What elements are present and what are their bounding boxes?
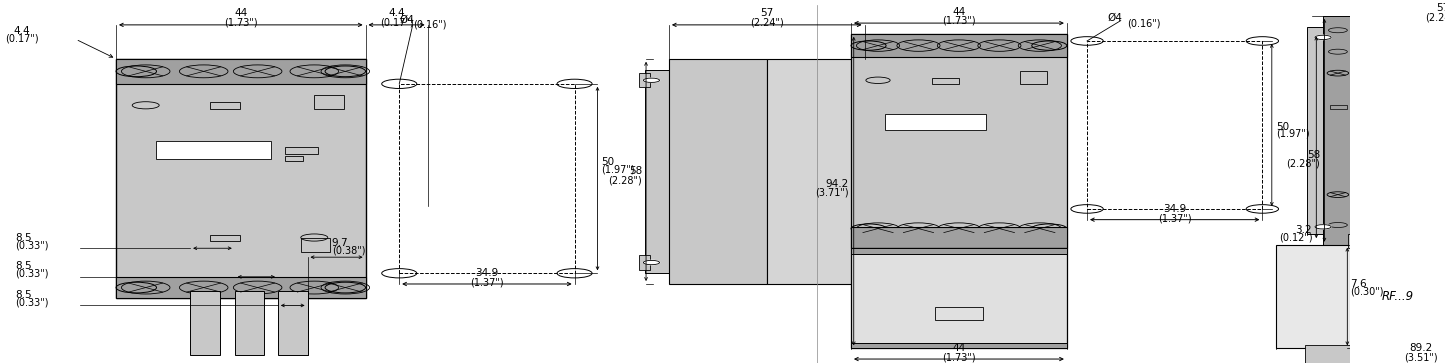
Bar xyxy=(1348,234,1412,248)
Text: (0.12"): (0.12") xyxy=(1279,233,1312,242)
Text: (2.28"): (2.28") xyxy=(608,175,642,185)
Text: (1.97"): (1.97") xyxy=(1276,129,1309,139)
Circle shape xyxy=(1315,225,1331,229)
Bar xyxy=(211,235,240,241)
Bar xyxy=(1324,16,1353,245)
Bar xyxy=(851,227,1066,248)
Text: 89.2: 89.2 xyxy=(1409,343,1432,353)
Text: 58: 58 xyxy=(1308,150,1321,160)
Bar xyxy=(211,102,240,109)
Text: (0.17"): (0.17") xyxy=(380,18,413,28)
Bar xyxy=(639,73,650,87)
Bar xyxy=(864,187,879,205)
Text: 34.9: 34.9 xyxy=(475,268,499,278)
Text: (3.71"): (3.71") xyxy=(815,187,848,198)
Bar xyxy=(1087,41,1263,209)
Bar xyxy=(851,343,1066,348)
Bar xyxy=(191,291,220,356)
Text: (0.38"): (0.38") xyxy=(332,245,366,256)
Bar xyxy=(1353,16,1442,245)
Text: 34.9: 34.9 xyxy=(1163,204,1186,214)
Text: (0.33"): (0.33") xyxy=(14,297,48,307)
Text: 50: 50 xyxy=(601,158,614,167)
Bar xyxy=(314,95,344,109)
Text: 9.7: 9.7 xyxy=(332,238,348,248)
Bar xyxy=(767,59,864,284)
Bar xyxy=(1420,345,1445,363)
Text: Ø4: Ø4 xyxy=(1107,13,1123,23)
Text: 58: 58 xyxy=(629,166,642,177)
Circle shape xyxy=(643,78,659,82)
Text: (0.33"): (0.33") xyxy=(14,269,48,278)
Text: (2.24"): (2.24") xyxy=(750,18,783,28)
Text: 8.5: 8.5 xyxy=(14,261,32,272)
Text: (1.73"): (1.73") xyxy=(942,353,975,363)
Text: 50: 50 xyxy=(1276,122,1289,132)
Bar xyxy=(285,147,318,154)
Text: 8.5: 8.5 xyxy=(14,233,32,243)
Bar xyxy=(639,256,650,270)
Bar xyxy=(851,248,1066,348)
Bar xyxy=(399,84,575,273)
Bar xyxy=(851,248,1066,254)
Bar xyxy=(156,141,272,159)
Text: (0.30"): (0.30") xyxy=(1350,286,1383,296)
Text: (0.16"): (0.16") xyxy=(1127,18,1160,28)
Bar xyxy=(277,291,308,356)
Text: (0.17"): (0.17") xyxy=(4,34,39,44)
Text: (2.24"): (2.24") xyxy=(1426,12,1445,22)
Text: (1.37"): (1.37") xyxy=(1157,213,1192,223)
Bar xyxy=(935,307,983,320)
Bar xyxy=(1442,16,1445,245)
Bar xyxy=(1276,245,1445,348)
Text: 7.6: 7.6 xyxy=(1350,279,1367,289)
Bar xyxy=(116,59,366,298)
Text: 3.2: 3.2 xyxy=(1296,225,1312,236)
Text: (3.51"): (3.51") xyxy=(1405,353,1438,363)
Bar xyxy=(1329,104,1347,109)
Circle shape xyxy=(643,260,659,265)
Bar xyxy=(851,34,1066,248)
Text: 94.2: 94.2 xyxy=(825,179,848,189)
Bar xyxy=(932,78,959,84)
Text: 4.4: 4.4 xyxy=(13,25,30,36)
Text: (0.33"): (0.33") xyxy=(14,240,48,250)
Bar xyxy=(1306,27,1327,234)
Text: 44: 44 xyxy=(952,343,965,353)
Text: Ø4: Ø4 xyxy=(399,15,415,24)
Circle shape xyxy=(1315,35,1331,40)
Bar xyxy=(116,59,366,84)
Text: (0.16"): (0.16") xyxy=(413,20,447,30)
Bar xyxy=(301,238,331,252)
Text: (2.28"): (2.28") xyxy=(1286,158,1321,168)
Text: (1.73"): (1.73") xyxy=(224,18,257,28)
Bar xyxy=(1020,71,1046,84)
Bar xyxy=(234,291,264,356)
Bar xyxy=(884,114,985,130)
Text: RF...9: RF...9 xyxy=(1381,290,1413,303)
Text: (1.37"): (1.37") xyxy=(470,278,504,288)
Bar xyxy=(285,157,303,161)
Bar xyxy=(116,277,366,298)
Text: 44: 44 xyxy=(234,8,247,19)
Bar xyxy=(1435,234,1445,248)
Text: 44: 44 xyxy=(952,7,965,17)
Bar xyxy=(851,34,1066,57)
Text: 57: 57 xyxy=(1436,3,1445,13)
Text: (1.97"): (1.97") xyxy=(601,165,636,175)
Bar xyxy=(1305,345,1392,363)
Text: 8.5: 8.5 xyxy=(14,290,32,300)
Text: (1.73"): (1.73") xyxy=(942,16,975,26)
FancyBboxPatch shape xyxy=(644,70,675,273)
Text: 57: 57 xyxy=(760,8,773,19)
Text: 4.4: 4.4 xyxy=(389,8,405,19)
Bar xyxy=(669,59,767,284)
